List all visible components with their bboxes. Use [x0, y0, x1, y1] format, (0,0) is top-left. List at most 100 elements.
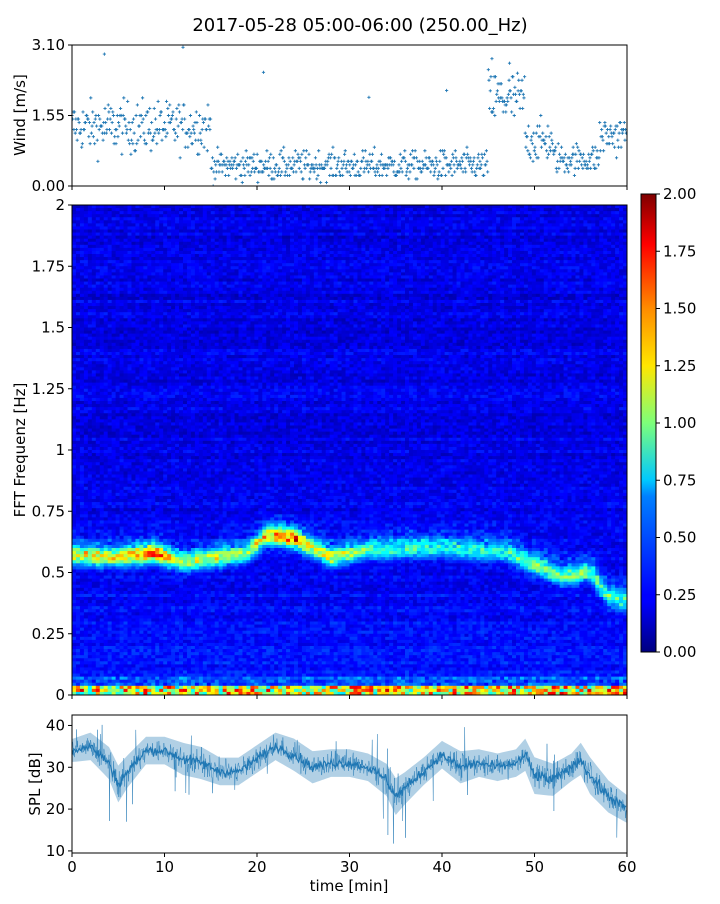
heatmap-cell	[556, 233, 560, 236]
heatmap-cell	[591, 260, 595, 263]
heatmap-cell	[163, 282, 167, 285]
heatmap-cell	[112, 257, 116, 260]
wind-point	[243, 174, 246, 177]
heatmap-cell	[155, 269, 159, 272]
heatmap-cell	[159, 282, 163, 285]
heatmap-cell	[524, 272, 528, 275]
heatmap-cell	[108, 226, 112, 229]
heatmap-cell	[572, 239, 576, 242]
heatmap-cell	[611, 257, 615, 260]
heatmap-cell	[417, 236, 421, 239]
heatmap-cell	[266, 242, 270, 245]
heatmap-cell	[532, 266, 536, 269]
heatmap-cell	[512, 291, 516, 294]
heatmap-cell	[274, 223, 278, 226]
heatmap-cell	[496, 266, 500, 269]
heatmap-cell	[112, 236, 116, 239]
heatmap-cell	[421, 236, 425, 239]
heatmap-cell	[72, 205, 76, 208]
heatmap-cell	[453, 272, 457, 275]
heatmap-cell	[298, 291, 302, 294]
heatmap-cell	[131, 275, 135, 278]
wind-point	[599, 149, 602, 152]
heatmap-cell	[203, 248, 207, 251]
heatmap-cell	[167, 248, 171, 251]
heatmap-cell	[484, 279, 488, 282]
wind-point	[557, 142, 560, 145]
heatmap-cell	[524, 223, 528, 226]
heatmap-cell	[508, 251, 512, 254]
heatmap-cell	[124, 242, 128, 245]
heatmap-cell	[583, 242, 587, 245]
heatmap-cell	[294, 279, 298, 282]
heatmap-cell	[246, 266, 250, 269]
heatmap-cell	[96, 214, 100, 217]
heatmap-cell	[108, 294, 112, 297]
heatmap-cell	[385, 257, 389, 260]
heatmap-cell	[187, 239, 191, 242]
heatmap-cell	[116, 205, 120, 208]
heatmap-cell	[326, 211, 330, 214]
heatmap-cell	[195, 211, 199, 214]
heatmap-cell	[100, 257, 104, 260]
heatmap-cell	[227, 279, 231, 282]
heatmap-cell	[314, 242, 318, 245]
heatmap-cell	[120, 205, 124, 208]
heatmap-cell	[322, 239, 326, 242]
heatmap-cell	[155, 291, 159, 294]
heatmap-cell	[508, 242, 512, 245]
heatmap-cell	[591, 269, 595, 272]
wind-point	[496, 89, 499, 92]
wind-point	[81, 142, 84, 145]
heatmap-cell	[242, 257, 246, 260]
heatmap-cell	[568, 230, 572, 233]
heatmap-cell	[401, 251, 405, 254]
heatmap-cell	[599, 272, 603, 275]
heatmap-cell	[262, 248, 266, 251]
heatmap-cell	[334, 205, 338, 208]
wind-point	[239, 160, 242, 163]
heatmap-cell	[552, 236, 556, 239]
wind-point	[284, 170, 287, 173]
wind-point	[307, 153, 310, 156]
heatmap-cell	[191, 291, 195, 294]
heatmap-cell	[461, 239, 465, 242]
heatmap-cell	[409, 257, 413, 260]
heatmap-cell	[155, 260, 159, 263]
heatmap-cell	[223, 251, 227, 254]
heatmap-cell	[203, 282, 207, 285]
heatmap-cell	[591, 291, 595, 294]
heatmap-cell	[583, 248, 587, 251]
wind-point	[208, 128, 211, 131]
heatmap-cell	[468, 223, 472, 226]
heatmap-cell	[199, 288, 203, 291]
heatmap-cell	[72, 208, 76, 211]
heatmap-cell	[211, 288, 215, 291]
heatmap-cell	[607, 275, 611, 278]
heatmap-cell	[556, 275, 560, 278]
heatmap-cell	[322, 260, 326, 263]
heatmap-cell	[131, 269, 135, 272]
heatmap-cell	[246, 260, 250, 263]
heatmap-cell	[516, 205, 520, 208]
heatmap-cell	[560, 285, 564, 288]
heatmap-cell	[171, 214, 175, 217]
heatmap-cell	[516, 217, 520, 220]
heatmap-cell	[544, 282, 548, 285]
heatmap-cell	[155, 230, 159, 233]
wind-point	[177, 124, 180, 127]
wind-point	[574, 153, 577, 156]
wind-point	[601, 139, 604, 142]
heatmap-cell	[385, 217, 389, 220]
heatmap-cell	[619, 272, 623, 275]
heatmap-cell	[338, 263, 342, 266]
heatmap-cell	[373, 208, 377, 211]
heatmap-cell	[488, 214, 492, 217]
heatmap-cell	[425, 288, 429, 291]
wind-point	[204, 117, 207, 120]
heatmap-cell	[318, 214, 322, 217]
heatmap-cell	[353, 226, 357, 229]
heatmap-cell	[512, 220, 516, 223]
heatmap-cell	[116, 239, 120, 242]
heatmap-cell	[104, 266, 108, 269]
